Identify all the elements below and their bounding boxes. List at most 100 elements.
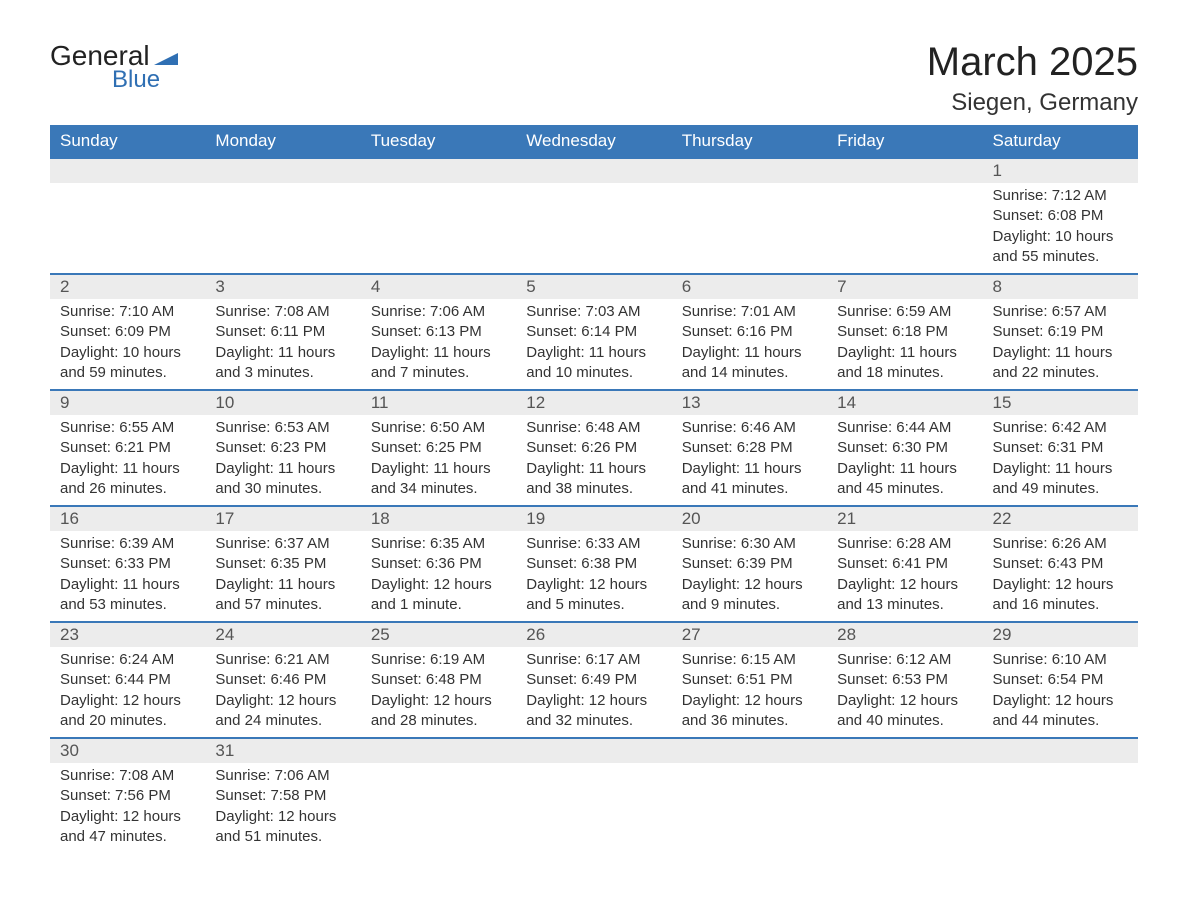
sunrise-text: Sunrise: 6:15 AM bbox=[682, 650, 817, 670]
sunrise-text: Sunrise: 7:10 AM bbox=[60, 302, 195, 322]
day-number bbox=[205, 159, 360, 183]
logo: General Blue bbox=[50, 40, 178, 94]
sunrise-text: Sunrise: 6:53 AM bbox=[215, 418, 350, 438]
day-number: 14 bbox=[827, 391, 982, 415]
day-number: 10 bbox=[205, 391, 360, 415]
daylight-text: Daylight: 11 hours and 49 minutes. bbox=[993, 459, 1128, 500]
day-number: 24 bbox=[205, 623, 360, 647]
day-content: Sunrise: 7:10 AMSunset: 6:09 PMDaylight:… bbox=[50, 299, 205, 389]
day-number: 31 bbox=[205, 739, 360, 763]
sunrise-text: Sunrise: 7:06 AM bbox=[371, 302, 506, 322]
calendar-table: Sunday Monday Tuesday Wednesday Thursday… bbox=[50, 125, 1138, 853]
daylight-text: Daylight: 12 hours and 5 minutes. bbox=[526, 575, 661, 616]
day-number: 27 bbox=[672, 623, 827, 647]
day-number: 4 bbox=[361, 275, 516, 299]
calendar-cell: 20Sunrise: 6:30 AMSunset: 6:39 PMDayligh… bbox=[672, 506, 827, 622]
daylight-text: Daylight: 11 hours and 53 minutes. bbox=[60, 575, 195, 616]
calendar-cell bbox=[983, 738, 1138, 853]
sunset-text: Sunset: 6:13 PM bbox=[371, 322, 506, 342]
day-number: 5 bbox=[516, 275, 671, 299]
sunrise-text: Sunrise: 7:08 AM bbox=[215, 302, 350, 322]
calendar-week-row: 9Sunrise: 6:55 AMSunset: 6:21 PMDaylight… bbox=[50, 390, 1138, 506]
day-content: Sunrise: 6:28 AMSunset: 6:41 PMDaylight:… bbox=[827, 531, 982, 621]
calendar-cell: 2Sunrise: 7:10 AMSunset: 6:09 PMDaylight… bbox=[50, 274, 205, 390]
calendar-cell: 13Sunrise: 6:46 AMSunset: 6:28 PMDayligh… bbox=[672, 390, 827, 506]
sunrise-text: Sunrise: 6:19 AM bbox=[371, 650, 506, 670]
day-content: Sunrise: 6:42 AMSunset: 6:31 PMDaylight:… bbox=[983, 415, 1138, 505]
day-content: Sunrise: 7:12 AMSunset: 6:08 PMDaylight:… bbox=[983, 183, 1138, 273]
day-content: Sunrise: 6:57 AMSunset: 6:19 PMDaylight:… bbox=[983, 299, 1138, 389]
sunset-text: Sunset: 6:35 PM bbox=[215, 554, 350, 574]
calendar-cell: 8Sunrise: 6:57 AMSunset: 6:19 PMDaylight… bbox=[983, 274, 1138, 390]
sunrise-text: Sunrise: 7:12 AM bbox=[993, 186, 1128, 206]
daylight-text: Daylight: 10 hours and 59 minutes. bbox=[60, 343, 195, 384]
day-content bbox=[205, 183, 360, 253]
day-content bbox=[672, 183, 827, 253]
calendar-cell: 7Sunrise: 6:59 AMSunset: 6:18 PMDaylight… bbox=[827, 274, 982, 390]
day-number: 22 bbox=[983, 507, 1138, 531]
day-number: 3 bbox=[205, 275, 360, 299]
day-content: Sunrise: 6:39 AMSunset: 6:33 PMDaylight:… bbox=[50, 531, 205, 621]
day-number: 1 bbox=[983, 159, 1138, 183]
daylight-text: Daylight: 11 hours and 38 minutes. bbox=[526, 459, 661, 500]
calendar-week-row: 23Sunrise: 6:24 AMSunset: 6:44 PMDayligh… bbox=[50, 622, 1138, 738]
sunrise-text: Sunrise: 7:03 AM bbox=[526, 302, 661, 322]
daylight-text: Daylight: 12 hours and 32 minutes. bbox=[526, 691, 661, 732]
day-content: Sunrise: 6:26 AMSunset: 6:43 PMDaylight:… bbox=[983, 531, 1138, 621]
calendar-cell bbox=[672, 158, 827, 274]
day-number: 8 bbox=[983, 275, 1138, 299]
calendar-cell: 31Sunrise: 7:06 AMSunset: 7:58 PMDayligh… bbox=[205, 738, 360, 853]
sunrise-text: Sunrise: 6:37 AM bbox=[215, 534, 350, 554]
daylight-text: Daylight: 12 hours and 9 minutes. bbox=[682, 575, 817, 616]
day-content: Sunrise: 6:15 AMSunset: 6:51 PMDaylight:… bbox=[672, 647, 827, 737]
day-number: 19 bbox=[516, 507, 671, 531]
day-content: Sunrise: 6:53 AMSunset: 6:23 PMDaylight:… bbox=[205, 415, 360, 505]
sunset-text: Sunset: 6:53 PM bbox=[837, 670, 972, 690]
day-number bbox=[672, 159, 827, 183]
daylight-text: Daylight: 12 hours and 28 minutes. bbox=[371, 691, 506, 732]
calendar-cell: 30Sunrise: 7:08 AMSunset: 7:56 PMDayligh… bbox=[50, 738, 205, 853]
day-content: Sunrise: 6:46 AMSunset: 6:28 PMDaylight:… bbox=[672, 415, 827, 505]
calendar-cell: 17Sunrise: 6:37 AMSunset: 6:35 PMDayligh… bbox=[205, 506, 360, 622]
sunrise-text: Sunrise: 6:21 AM bbox=[215, 650, 350, 670]
day-number: 7 bbox=[827, 275, 982, 299]
day-number: 29 bbox=[983, 623, 1138, 647]
day-number: 16 bbox=[50, 507, 205, 531]
weekday-header: Saturday bbox=[983, 125, 1138, 158]
sunset-text: Sunset: 6:31 PM bbox=[993, 438, 1128, 458]
calendar-cell bbox=[361, 738, 516, 853]
day-number: 23 bbox=[50, 623, 205, 647]
day-number bbox=[361, 159, 516, 183]
day-content bbox=[672, 763, 827, 833]
sunset-text: Sunset: 7:58 PM bbox=[215, 786, 350, 806]
daylight-text: Daylight: 11 hours and 14 minutes. bbox=[682, 343, 817, 384]
calendar-cell: 16Sunrise: 6:39 AMSunset: 6:33 PMDayligh… bbox=[50, 506, 205, 622]
calendar-cell: 21Sunrise: 6:28 AMSunset: 6:41 PMDayligh… bbox=[827, 506, 982, 622]
calendar-cell: 4Sunrise: 7:06 AMSunset: 6:13 PMDaylight… bbox=[361, 274, 516, 390]
calendar-cell: 10Sunrise: 6:53 AMSunset: 6:23 PMDayligh… bbox=[205, 390, 360, 506]
daylight-text: Daylight: 10 hours and 55 minutes. bbox=[993, 227, 1128, 268]
day-content: Sunrise: 6:48 AMSunset: 6:26 PMDaylight:… bbox=[516, 415, 671, 505]
day-number: 20 bbox=[672, 507, 827, 531]
logo-text-blue: Blue bbox=[112, 66, 160, 94]
day-number: 26 bbox=[516, 623, 671, 647]
daylight-text: Daylight: 12 hours and 16 minutes. bbox=[993, 575, 1128, 616]
daylight-text: Daylight: 12 hours and 24 minutes. bbox=[215, 691, 350, 732]
calendar-week-row: 2Sunrise: 7:10 AMSunset: 6:09 PMDaylight… bbox=[50, 274, 1138, 390]
sunset-text: Sunset: 6:51 PM bbox=[682, 670, 817, 690]
calendar-cell: 5Sunrise: 7:03 AMSunset: 6:14 PMDaylight… bbox=[516, 274, 671, 390]
calendar-cell: 26Sunrise: 6:17 AMSunset: 6:49 PMDayligh… bbox=[516, 622, 671, 738]
daylight-text: Daylight: 11 hours and 18 minutes. bbox=[837, 343, 972, 384]
calendar-cell bbox=[516, 158, 671, 274]
calendar-week-row: 1Sunrise: 7:12 AMSunset: 6:08 PMDaylight… bbox=[50, 158, 1138, 274]
daylight-text: Daylight: 11 hours and 22 minutes. bbox=[993, 343, 1128, 384]
day-number bbox=[50, 159, 205, 183]
day-content: Sunrise: 6:59 AMSunset: 6:18 PMDaylight:… bbox=[827, 299, 982, 389]
header: General Blue March 2025 Siegen, Germany bbox=[50, 40, 1138, 117]
calendar-cell bbox=[361, 158, 516, 274]
calendar-cell: 29Sunrise: 6:10 AMSunset: 6:54 PMDayligh… bbox=[983, 622, 1138, 738]
day-number: 30 bbox=[50, 739, 205, 763]
weekday-header: Wednesday bbox=[516, 125, 671, 158]
daylight-text: Daylight: 11 hours and 10 minutes. bbox=[526, 343, 661, 384]
sunrise-text: Sunrise: 6:57 AM bbox=[993, 302, 1128, 322]
